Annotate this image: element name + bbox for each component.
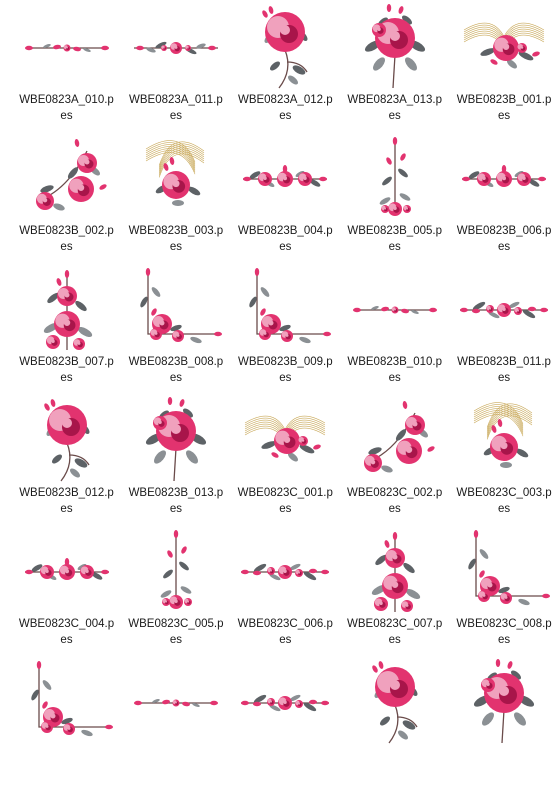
file-item[interactable]: WBE0823B_006.pes — [450, 131, 559, 262]
embroidery-thumbnail — [460, 301, 549, 319]
embroidery-thumbnail — [462, 165, 547, 188]
file-item[interactable] — [340, 655, 449, 786]
file-name-label: WBE0823C_008.pes — [456, 618, 552, 646]
embroidery-thumbnail — [468, 530, 551, 606]
file-item[interactable]: WBE0823B_013.pes — [121, 393, 230, 524]
embroidery-thumbnail — [371, 661, 418, 744]
embroidery-thumbnail — [24, 44, 109, 52]
embroidery-thumbnail — [241, 694, 330, 712]
file-thumbnail-grid: WBE0823A_010.pes WBE0823A_011.pes WBE082… — [12, 0, 559, 786]
file-item[interactable]: WBE0823A_010.pes — [12, 0, 121, 131]
embroidery-thumbnail — [352, 306, 437, 314]
file-item[interactable]: WBE0823C_004.pes — [12, 524, 121, 655]
embroidery-thumbnail — [249, 268, 332, 344]
embroidery-thumbnail — [371, 532, 420, 612]
file-item[interactable]: WBE0823C_003.pes — [450, 393, 559, 524]
file-name-label: WBE0823B_005.pes — [347, 225, 442, 253]
file-name-label: WBE0823B_001.pes — [456, 94, 552, 122]
file-name-label: WBE0823C_003.pes — [456, 487, 552, 515]
embroidery-thumbnail — [241, 563, 330, 581]
file-name-label: WBE0823B_010.pes — [347, 356, 442, 384]
file-item[interactable] — [121, 655, 230, 786]
embroidery-thumbnail — [145, 140, 205, 206]
file-name-label: WBE0823C_004.pes — [18, 618, 115, 646]
file-name-label: WBE0823C_007.pes — [347, 618, 443, 646]
file-name-label: WBE0823B_013.pes — [128, 487, 224, 515]
file-name-label: WBE0823C_005.pes — [128, 618, 224, 646]
file-name-label: WBE0823A_011.pes — [129, 94, 223, 122]
file-name-label: WBE0823B_012.pes — [19, 487, 114, 515]
file-name-label: WBE0823C_006.pes — [237, 618, 333, 646]
embroidery-thumbnail — [474, 659, 535, 744]
file-name-label: WBE0823C_001.pes — [237, 487, 333, 515]
file-item[interactable]: WBE0823C_007.pes — [340, 524, 449, 655]
file-item[interactable]: WBE0823B_002.pes — [12, 131, 121, 262]
embroidery-thumbnail — [473, 402, 533, 468]
file-item[interactable]: WBE0823B_012.pes — [12, 393, 121, 524]
embroidery-thumbnail — [262, 6, 308, 89]
file-item[interactable]: WBE0823C_008.pes — [450, 524, 559, 655]
embroidery-thumbnail — [133, 41, 218, 55]
embroidery-thumbnail — [243, 165, 328, 188]
embroidery-thumbnail — [379, 137, 411, 216]
embroidery-thumbnail — [363, 401, 435, 473]
embroidery-thumbnail — [160, 530, 192, 609]
embroidery-thumbnail — [364, 4, 425, 89]
file-name-label: WBE0823B_004.pes — [237, 225, 333, 253]
file-item[interactable]: WBE0823B_004.pes — [231, 131, 340, 262]
embroidery-thumbnail — [140, 268, 222, 344]
file-item[interactable]: WBE0823A_011.pes — [121, 0, 230, 131]
file-item[interactable]: WBE0823B_010.pes — [340, 262, 449, 393]
embroidery-thumbnail — [24, 558, 109, 581]
file-item[interactable]: WBE0823C_006.pes — [231, 524, 340, 655]
file-item[interactable]: WBE0823B_005.pes — [340, 131, 449, 262]
file-item[interactable]: WBE0823B_001.pes — [450, 0, 559, 131]
file-name-label: WBE0823B_003.pes — [128, 225, 224, 253]
file-item[interactable]: WBE0823C_001.pes — [231, 393, 340, 524]
embroidery-thumbnail — [145, 397, 206, 482]
file-item[interactable] — [231, 655, 340, 786]
embroidery-thumbnail — [463, 22, 545, 69]
file-name-label: WBE0823B_002.pes — [19, 225, 114, 253]
embroidery-thumbnail — [43, 270, 92, 350]
file-name-label: WBE0823A_013.pes — [347, 94, 442, 122]
file-name-label: WBE0823B_007.pes — [19, 356, 114, 384]
file-name-label: WBE0823B_008.pes — [128, 356, 224, 384]
embroidery-thumbnail — [43, 399, 90, 482]
embroidery-thumbnail — [133, 699, 218, 707]
file-item[interactable]: WBE0823C_005.pes — [121, 524, 230, 655]
file-item[interactable]: WBE0823A_013.pes — [340, 0, 449, 131]
embroidery-thumbnail — [35, 139, 107, 211]
file-name-label: WBE0823C_002.pes — [347, 487, 443, 515]
file-item[interactable]: WBE0823B_011.pes — [450, 262, 559, 393]
file-item[interactable]: WBE0823A_012.pes — [231, 0, 340, 131]
file-name-label: WBE0823B_011.pes — [457, 356, 551, 384]
file-item[interactable] — [12, 655, 121, 786]
file-item[interactable]: WBE0823B_007.pes — [12, 262, 121, 393]
file-item[interactable]: WBE0823B_009.pes — [231, 262, 340, 393]
file-item[interactable]: WBE0823B_008.pes — [121, 262, 230, 393]
file-name-label: WBE0823A_010.pes — [19, 94, 114, 122]
file-name-label: WBE0823B_009.pes — [237, 356, 333, 384]
file-item[interactable] — [450, 655, 559, 786]
file-item[interactable]: WBE0823B_003.pes — [121, 131, 230, 262]
file-name-label: WBE0823A_012.pes — [237, 94, 333, 122]
file-name-label: WBE0823B_006.pes — [456, 225, 552, 253]
embroidery-thumbnail — [30, 661, 113, 737]
embroidery-thumbnail — [245, 415, 326, 462]
file-item[interactable]: WBE0823C_002.pes — [340, 393, 449, 524]
